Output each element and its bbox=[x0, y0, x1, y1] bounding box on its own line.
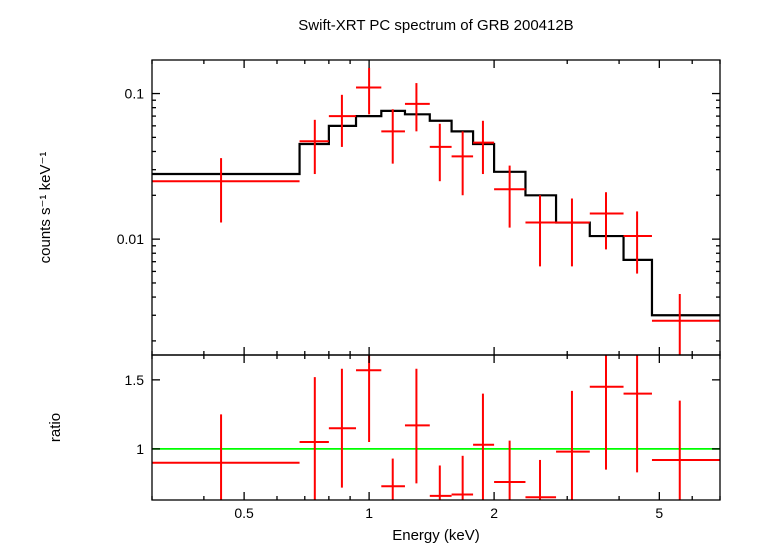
y-tick-label-bottom: 1 bbox=[136, 441, 144, 457]
y-tick-label-top: 0.01 bbox=[117, 231, 144, 247]
chart-svg: Swift-XRT PC spectrum of GRB 200412B Ener… bbox=[0, 0, 758, 556]
x-label: Energy (keV) bbox=[392, 527, 480, 544]
bottom-data-group bbox=[152, 355, 720, 500]
model-line bbox=[152, 111, 720, 315]
plot-title: Swift-XRT PC spectrum of GRB 200412B bbox=[298, 17, 573, 34]
top-data-group bbox=[152, 68, 720, 364]
x-tick-label: 0.5 bbox=[234, 505, 254, 521]
y-tick-label-top: 0.1 bbox=[125, 86, 145, 102]
top-panel-frame bbox=[152, 60, 720, 355]
y-tick-label-bottom: 1.5 bbox=[125, 372, 145, 388]
x-tick-label: 1 bbox=[365, 505, 373, 521]
chart-container: Swift-XRT PC spectrum of GRB 200412B Ener… bbox=[0, 0, 758, 556]
y-label-top: counts s⁻¹ keV⁻¹ bbox=[37, 152, 54, 264]
bottom-panel-frame bbox=[152, 355, 720, 500]
x-tick-label: 2 bbox=[490, 505, 498, 521]
x-tick-label: 5 bbox=[655, 505, 663, 521]
y-label-bottom: ratio bbox=[47, 413, 64, 442]
